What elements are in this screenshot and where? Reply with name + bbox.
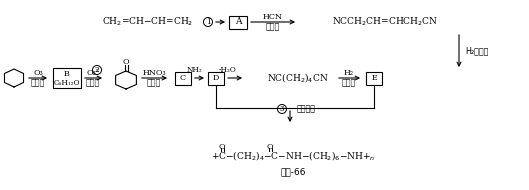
Text: A: A bbox=[235, 17, 241, 26]
Text: 3: 3 bbox=[280, 105, 284, 113]
Text: C₆H₁₂O: C₆H₁₂O bbox=[54, 79, 80, 87]
Bar bbox=[229, 16, 247, 28]
Text: HNO₃: HNO₃ bbox=[142, 69, 166, 77]
Text: H₂: H₂ bbox=[344, 69, 354, 77]
Text: 催化剂: 催化剂 bbox=[31, 78, 45, 88]
Text: NC(CH$_2$)$_4$CN: NC(CH$_2$)$_4$CN bbox=[267, 71, 329, 85]
Text: 尼龙-66: 尼龙-66 bbox=[280, 168, 306, 177]
Bar bbox=[175, 71, 191, 85]
Bar bbox=[53, 68, 81, 88]
Text: 催化剂: 催化剂 bbox=[147, 78, 161, 88]
Text: 催化剂: 催化剂 bbox=[86, 78, 100, 88]
Text: CH$_2$=CH$-$CH=CH$_2$: CH$_2$=CH$-$CH=CH$_2$ bbox=[102, 16, 194, 28]
Text: 2: 2 bbox=[95, 66, 99, 74]
Bar bbox=[366, 71, 382, 85]
Text: NCCH$_2$CH=CHCH$_2$CN: NCCH$_2$CH=CHCH$_2$CN bbox=[332, 16, 438, 28]
Bar bbox=[208, 71, 224, 85]
Text: H₂催化剂: H₂催化剂 bbox=[465, 47, 488, 55]
Text: 一定条件: 一定条件 bbox=[297, 105, 316, 113]
Text: -H₂O: -H₂O bbox=[219, 66, 237, 74]
Text: 1: 1 bbox=[206, 18, 211, 26]
Text: HCN: HCN bbox=[263, 13, 283, 21]
Text: O₃²: O₃² bbox=[87, 69, 99, 77]
Text: +C$-$(CH$_2$)$_4$$-$C$-$NH$-$(CH$_2$)$_6$$-$NH+$_n$: +C$-$(CH$_2$)$_4$$-$C$-$NH$-$(CH$_2$)$_6… bbox=[211, 150, 375, 162]
Text: C: C bbox=[180, 74, 186, 82]
Text: NH₂: NH₂ bbox=[186, 66, 202, 74]
Text: B: B bbox=[64, 70, 70, 78]
Text: 催化剂: 催化剂 bbox=[342, 78, 356, 88]
Text: O: O bbox=[123, 58, 129, 66]
Text: E: E bbox=[371, 74, 377, 82]
Text: D: D bbox=[213, 74, 219, 82]
Text: O: O bbox=[267, 143, 273, 151]
Text: 催化剂: 催化剂 bbox=[266, 22, 280, 32]
Text: O₃: O₃ bbox=[33, 69, 43, 77]
Text: O: O bbox=[218, 143, 225, 151]
